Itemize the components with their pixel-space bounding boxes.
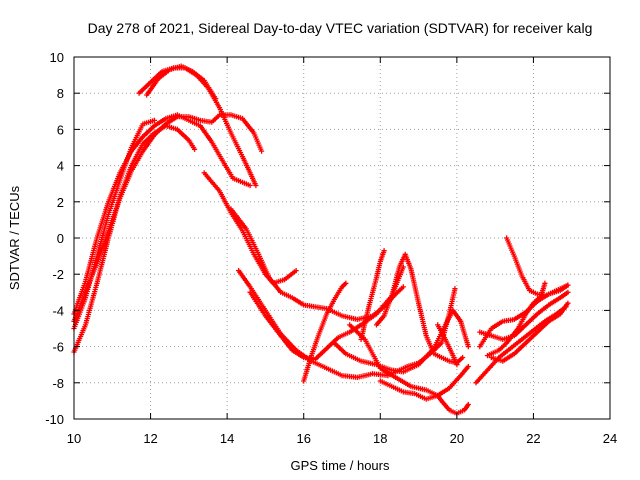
y-tick-label: 2 bbox=[57, 195, 64, 210]
x-tick-label: 20 bbox=[450, 431, 464, 446]
series-markers bbox=[71, 112, 253, 317]
x-tick-label: 16 bbox=[296, 431, 310, 446]
y-tick-label: -10 bbox=[45, 412, 64, 427]
series-arc-1 bbox=[71, 123, 198, 355]
series-markers bbox=[301, 280, 349, 384]
x-tick-label: 18 bbox=[373, 431, 387, 446]
data-layer bbox=[71, 63, 571, 417]
series-markers bbox=[71, 123, 198, 355]
series-arc-14 bbox=[373, 251, 466, 366]
series-markers bbox=[488, 300, 571, 364]
series-line bbox=[73, 114, 251, 315]
series-arc-3 bbox=[71, 112, 253, 317]
x-tick-label: 10 bbox=[67, 431, 81, 446]
y-tick-label: 8 bbox=[57, 86, 64, 101]
y-tick-label: -8 bbox=[52, 376, 64, 391]
series-arc-6 bbox=[144, 63, 219, 102]
x-tick-label: 12 bbox=[143, 431, 157, 446]
series-arc-22 bbox=[484, 280, 548, 359]
y-tick-label: 6 bbox=[57, 122, 64, 137]
series-arc-12 bbox=[358, 248, 387, 342]
series-arc-15 bbox=[377, 363, 471, 402]
series-arc-23 bbox=[488, 300, 571, 364]
y-tick-label: -4 bbox=[52, 303, 64, 318]
series-markers bbox=[435, 322, 460, 368]
y-tick-label: -6 bbox=[52, 340, 64, 355]
series-markers bbox=[373, 251, 466, 366]
y-tick-label: 10 bbox=[50, 50, 64, 65]
series-arc-10 bbox=[247, 264, 406, 362]
y-tick-label: 0 bbox=[57, 231, 64, 246]
series-arc-16 bbox=[347, 322, 471, 417]
series-markers bbox=[358, 248, 387, 342]
y-axis-label: SDTVAR / TECUs bbox=[7, 185, 22, 290]
chart-title: Day 278 of 2021, Sidereal Day-to-day VTE… bbox=[88, 20, 593, 36]
x-axis-label: GPS time / hours bbox=[291, 458, 390, 473]
series-markers bbox=[377, 363, 471, 402]
series-markers bbox=[144, 63, 219, 102]
x-tick-label: 14 bbox=[220, 431, 234, 446]
y-tick-label: -2 bbox=[52, 267, 64, 282]
y-tick-label: 4 bbox=[57, 159, 64, 174]
grid-layer bbox=[74, 57, 610, 419]
series-arc-17 bbox=[435, 322, 460, 368]
series-markers bbox=[484, 280, 548, 359]
series-arc-11 bbox=[301, 280, 349, 384]
series-arc-21 bbox=[504, 235, 571, 299]
x-tick-label: 22 bbox=[526, 431, 540, 446]
x-tick-label: 24 bbox=[603, 431, 617, 446]
series-markers bbox=[504, 235, 571, 299]
